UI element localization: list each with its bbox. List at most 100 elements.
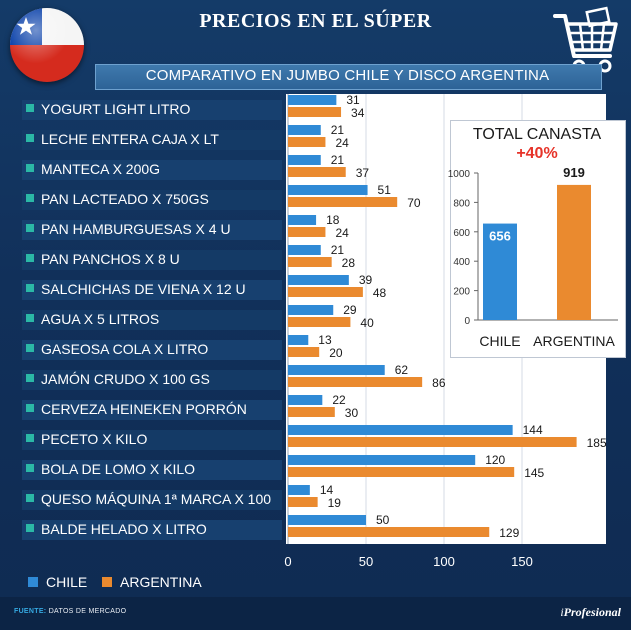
legend-argentina-label: ARGENTINA (120, 574, 202, 590)
value-label-chile: 39 (359, 273, 373, 287)
category-row-band (22, 190, 282, 210)
brand-logo: iProfesional (560, 605, 621, 620)
bar-argentina (288, 497, 318, 507)
brand-name: Profesional (563, 605, 621, 619)
legend-argentina-swatch (102, 577, 112, 587)
value-label-argentina: 20 (329, 346, 343, 360)
category-row-band (22, 220, 282, 240)
bar-chile (288, 245, 321, 255)
category-bullet (26, 404, 34, 412)
category-label: PAN LACTEADO X 750GS (41, 191, 209, 207)
bar-argentina (288, 317, 351, 327)
category-row-band (22, 310, 282, 330)
value-label-argentina: 129 (499, 526, 519, 540)
category-label: JAMÓN CRUDO X 100 GS (41, 371, 210, 387)
bar-argentina (288, 437, 577, 447)
value-label-chile: 21 (331, 153, 345, 167)
category-label: LECHE ENTERA CAJA X LT (41, 131, 219, 147)
category-bullet (26, 194, 34, 202)
category-bullet (26, 104, 34, 112)
value-label-argentina: 145 (524, 466, 544, 480)
bar-chile (288, 515, 366, 525)
bar-argentina (288, 107, 342, 117)
category-bullet (26, 464, 34, 472)
bar-argentina (288, 287, 363, 297)
x-tick-label: 150 (511, 554, 533, 569)
category-bullet (26, 164, 34, 172)
category-bullet (26, 494, 34, 502)
bar-argentina (288, 467, 515, 477)
bar-chile (288, 215, 317, 225)
bar-chile (288, 125, 321, 135)
category-bullet (26, 434, 34, 442)
category-row-band (22, 250, 282, 270)
category-row-band (22, 400, 282, 420)
legend-chile-label: CHILE (46, 574, 88, 590)
x-tick-label: 100 (433, 554, 455, 569)
bar-argentina (288, 407, 335, 417)
value-label-argentina: 34 (351, 106, 365, 120)
category-row-band (22, 130, 282, 150)
total-canasta-panel (450, 120, 626, 358)
category-label: GASEOSA COLA X LITRO (41, 341, 208, 357)
footer-band (0, 597, 631, 630)
category-bullet (26, 254, 34, 262)
page-title: PRECIOS EN EL SÚPER (199, 10, 432, 32)
bar-chile (288, 305, 334, 315)
value-label-chile: 21 (331, 123, 345, 137)
category-row-band (22, 340, 282, 360)
category-label: BALDE HELADO X LITRO (41, 521, 207, 537)
bar-chile (288, 425, 513, 435)
subtitle-band (95, 64, 602, 90)
category-row-band (22, 430, 282, 450)
bar-argentina (288, 377, 423, 387)
bar-argentina (288, 137, 326, 147)
category-label: YOGURT LIGHT LITRO (41, 101, 190, 117)
category-label: AGUA X 5 LITROS (41, 311, 159, 327)
category-row-band (22, 460, 282, 480)
value-label-chile: 120 (485, 453, 505, 467)
category-bullet (26, 284, 34, 292)
legend-chile-swatch (28, 577, 38, 587)
category-label: BOLA DE LOMO X KILO (41, 461, 195, 477)
category-row-band (22, 370, 282, 390)
category-bullet (26, 224, 34, 232)
value-label-chile: 51 (378, 183, 392, 197)
total-canasta-percent: +40% (516, 145, 558, 162)
category-row-band (22, 100, 282, 120)
category-label: PECETO X KILO (41, 431, 147, 447)
chart-subtitle: COMPARATIVO EN JUMBO CHILE Y DISCO ARGEN… (145, 67, 550, 84)
value-label-argentina: 19 (328, 496, 342, 510)
value-label-argentina: 185 (587, 436, 607, 450)
bar-argentina (288, 527, 490, 537)
category-bullet (26, 314, 34, 322)
bar-argentina (288, 227, 326, 237)
bar-chile (288, 155, 321, 165)
value-label-chile: 18 (326, 213, 340, 227)
value-label-chile: 31 (346, 93, 360, 107)
bar-chile (288, 365, 385, 375)
category-label: MANTECA X 200G (41, 161, 160, 177)
total-canasta-title: TOTAL CANASTA (472, 126, 602, 143)
value-label-chile: 22 (332, 393, 346, 407)
category-row-band (22, 520, 282, 540)
value-label-argentina: 70 (407, 196, 421, 210)
category-bullet (26, 134, 34, 142)
category-label: SALCHICHAS DE VIENA X 12 U (41, 281, 246, 297)
value-label-argentina: 40 (360, 316, 374, 330)
category-label: PAN PANCHOS X 8 U (41, 251, 180, 267)
value-label-argentina: 24 (335, 136, 349, 150)
x-tick-label: 0 (284, 554, 291, 569)
value-label-chile: 13 (318, 333, 332, 347)
source-note: FUENTE: DATOS DE MERCADO (14, 608, 126, 615)
bar-argentina (288, 197, 398, 207)
value-label-argentina: 28 (342, 256, 356, 270)
bar-chile (288, 95, 337, 105)
value-label-chile: 62 (395, 363, 409, 377)
value-label-chile: 144 (523, 423, 543, 437)
category-label: QUESO MÁQUINA 1ª MARCA X 100 (41, 491, 271, 507)
value-label-argentina: 48 (373, 286, 387, 300)
category-bullet (26, 344, 34, 352)
value-label-chile: 50 (376, 513, 390, 527)
